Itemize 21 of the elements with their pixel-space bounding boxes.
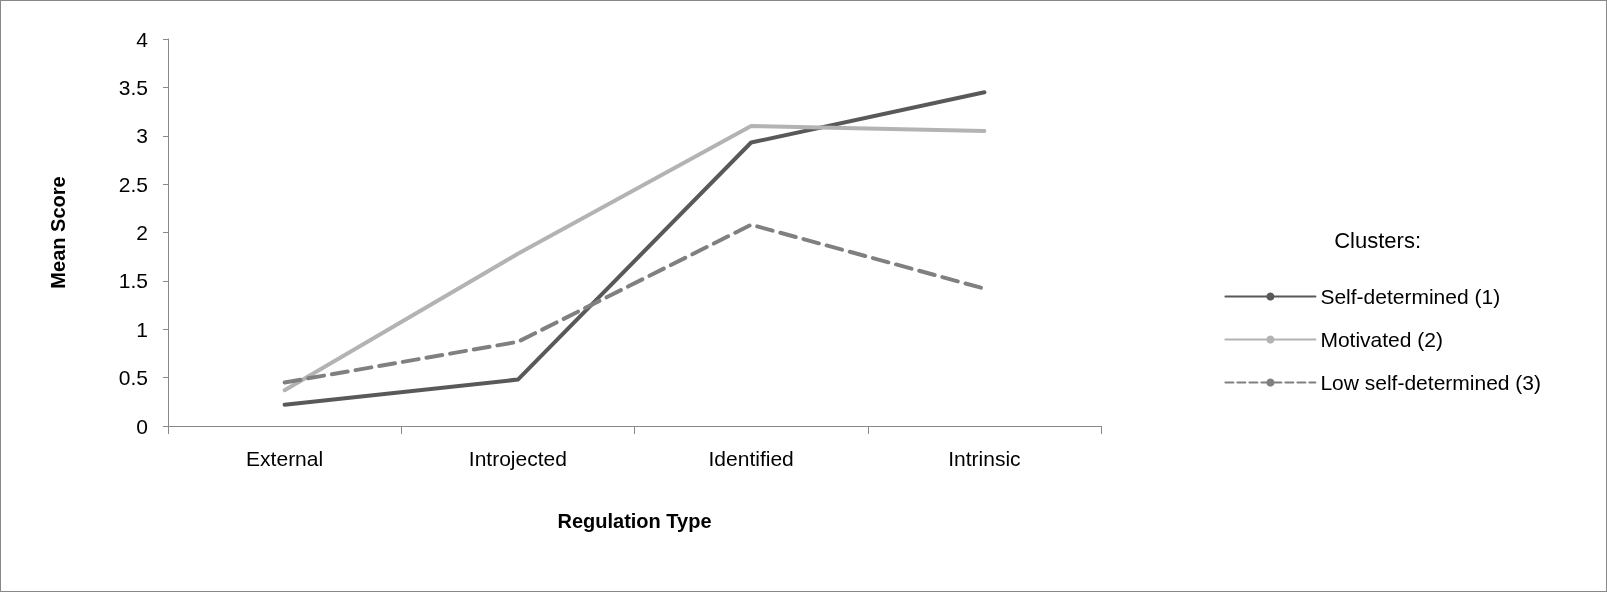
line-series [282, 90, 987, 407]
x-tick-label: Identified [708, 447, 794, 470]
y-tick-label: 3.5 [118, 75, 148, 99]
x-axis-title: Regulation Type [557, 510, 712, 532]
y-tick-label: 2 [136, 221, 148, 244]
y-tick-label: 4 [136, 27, 149, 51]
legend-label: Self-determined (1) [1320, 285, 1501, 308]
y-tick-label: 3 [136, 124, 148, 148]
legend-label: Motivated (2) [1320, 328, 1443, 351]
y-tick-label: 0 [136, 414, 148, 438]
x-tick-label: Introjected [468, 447, 567, 470]
y-tick-label: 1 [136, 317, 148, 341]
line-series [282, 124, 987, 393]
x-tick-label: Intrinsic [948, 447, 1021, 470]
legend-title: Clusters: [1334, 227, 1421, 253]
y-tick-label: 0.5 [118, 366, 148, 390]
y-axis-title: Mean Score [47, 176, 69, 289]
legend-label: Low self-determined (3) [1320, 371, 1541, 394]
x-tick-label: External [246, 447, 324, 470]
y-tick-label: 1.5 [118, 269, 148, 293]
y-tick-label: 2.5 [118, 172, 148, 196]
